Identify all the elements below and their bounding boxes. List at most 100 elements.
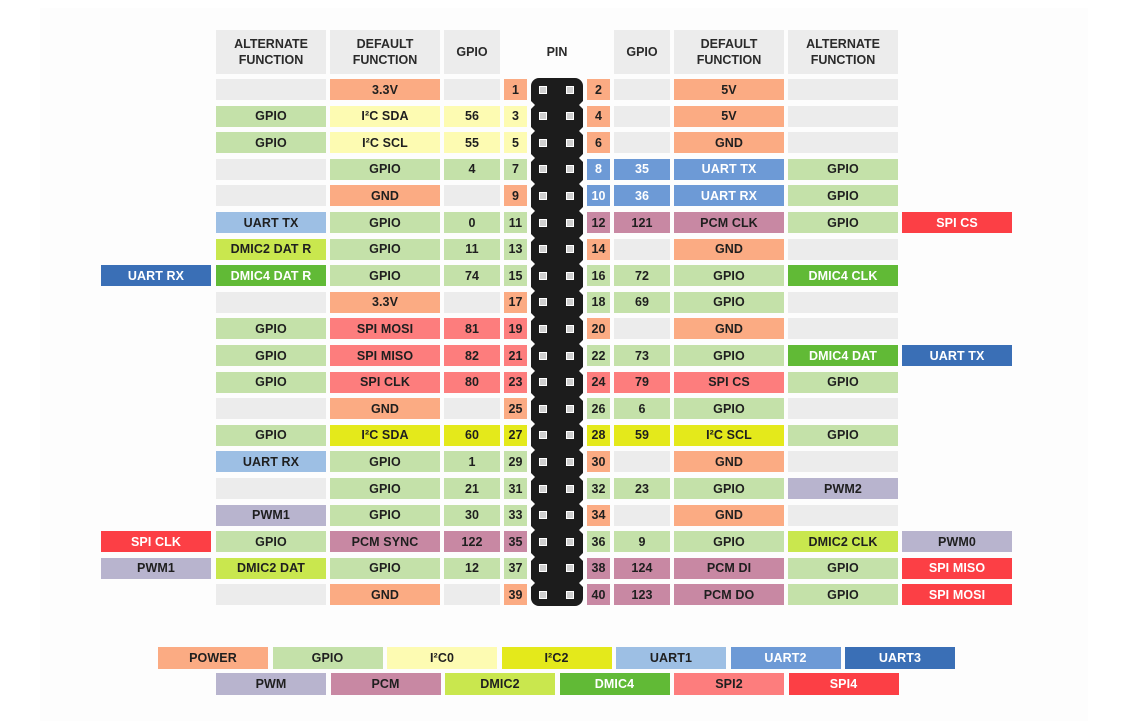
left-default-function-cell: GPIO <box>330 238 440 260</box>
connector-notch <box>531 446 535 455</box>
connector-notch <box>579 579 583 588</box>
connector-notch <box>531 207 535 215</box>
right-pin-number: 6 <box>587 132 610 154</box>
left-gpio-number-cell: 0 <box>444 212 500 233</box>
right-default-function-cell: GPIO <box>674 478 784 499</box>
left-pin-number: 9 <box>504 185 527 207</box>
left-pin-number: 11 <box>504 212 527 233</box>
pin-hole <box>539 590 547 599</box>
left-alternate-function-cell: PWM1 <box>216 504 326 526</box>
left-default-function-cell: GPIO <box>330 265 440 287</box>
pin-hole <box>539 511 547 520</box>
empty-cell <box>614 79 670 100</box>
legend-item-pwm: PWM <box>216 673 326 695</box>
pin-hole <box>539 138 547 147</box>
right-default-function-cell: GPIO <box>674 531 784 553</box>
connector-notch <box>579 499 583 508</box>
empty-cell <box>216 478 326 499</box>
right-default-function-cell: GND <box>674 504 784 526</box>
empty-cell <box>614 504 670 526</box>
pin-hole <box>566 404 574 413</box>
right-default-function-cell: 5V <box>674 79 784 100</box>
right-alternate-function-cell: GPIO <box>788 557 898 579</box>
left-default-function-cell: SPI MISO <box>330 345 440 366</box>
left-alternate-function-cell: GPIO <box>216 132 326 154</box>
left-default-function-cell: GPIO <box>330 451 440 473</box>
pin-hole <box>566 537 574 546</box>
left-extra-function-cell: PWM1 <box>101 557 211 579</box>
left-alternate-function-cell: GPIO <box>216 345 326 366</box>
right-default-function-cell: GND <box>674 132 784 154</box>
connector-notch <box>531 393 535 402</box>
left-pin-number: 3 <box>504 105 527 127</box>
left-gpio-number-cell: 74 <box>444 265 500 287</box>
pin-hole <box>539 484 547 493</box>
pin-hole <box>566 165 574 174</box>
right-default-function-cell: GPIO <box>674 291 784 313</box>
right-gpio-number-cell: 9 <box>614 531 670 553</box>
pin-hole <box>539 351 547 360</box>
left-pin-number: 19 <box>504 318 527 340</box>
pin-hole <box>566 298 574 307</box>
right-default-function-cell: GPIO <box>674 398 784 420</box>
legend-item-spi4: SPI4 <box>788 673 899 695</box>
connector-notch <box>531 473 535 481</box>
empty-cell <box>216 398 326 420</box>
connector-notch <box>531 100 535 109</box>
header-left-gpio: GPIO <box>444 30 500 74</box>
empty-cell <box>788 451 898 473</box>
right-alternate-function-cell: GPIO <box>788 371 898 393</box>
pin-hole <box>566 431 574 440</box>
left-pin-number: 17 <box>504 291 527 313</box>
left-gpio-number-cell: 11 <box>444 238 500 260</box>
left-pin-number: 25 <box>504 398 527 420</box>
right-pin-number: 32 <box>587 478 610 499</box>
connector-notch <box>579 127 583 136</box>
empty-cell <box>788 318 898 340</box>
right-gpio-number-cell: 23 <box>614 478 670 499</box>
left-alternate-function-cell: GPIO <box>216 318 326 340</box>
connector-notch <box>579 473 583 481</box>
connector-notch <box>531 499 535 508</box>
connector-notch <box>579 366 583 375</box>
left-alternate-function-cell: UART RX <box>216 451 326 473</box>
left-extra-function-cell: UART RX <box>101 265 211 287</box>
right-default-function-cell: GND <box>674 238 784 260</box>
empty-cell <box>614 318 670 340</box>
pin-hole <box>566 457 574 466</box>
header-left-default-function: DEFAULT FUNCTION <box>330 30 440 74</box>
left-gpio-number-cell: 12 <box>444 557 500 579</box>
right-pin-number: 36 <box>587 531 610 553</box>
legend-item-uart2: UART2 <box>730 647 841 669</box>
left-default-function-cell: 3.3V <box>330 79 440 100</box>
empty-cell <box>788 105 898 127</box>
right-extra-function-cell: SPI MOSI <box>902 584 1012 606</box>
right-extra-function-cell: PWM0 <box>902 531 1012 553</box>
connector-notch <box>579 286 583 295</box>
left-default-function-cell: GPIO <box>330 478 440 499</box>
pin-hole <box>566 138 574 147</box>
right-gpio-number-cell: 35 <box>614 158 670 180</box>
legend-item-pcm: PCM <box>330 673 441 695</box>
pin-hole <box>539 85 547 94</box>
header-left-alternate-function: ALTERNATE FUNCTION <box>216 30 326 74</box>
connector-notch <box>531 286 535 295</box>
pin-hole <box>566 484 574 493</box>
right-pin-number: 30 <box>587 451 610 473</box>
right-gpio-number-cell: 59 <box>614 424 670 446</box>
empty-cell <box>614 132 670 154</box>
left-pin-number: 5 <box>504 132 527 154</box>
legend-item-power: POWER <box>158 647 268 669</box>
pin-hole <box>566 511 574 520</box>
pin-hole <box>566 378 574 387</box>
pin-hole <box>539 165 547 174</box>
pin-hole <box>539 324 547 333</box>
left-gpio-number-cell: 81 <box>444 318 500 340</box>
header-right-default-function: DEFAULT FUNCTION <box>674 30 784 74</box>
connector-notch <box>579 446 583 455</box>
legend-item-uart1: UART1 <box>616 647 726 669</box>
right-gpio-number-cell: 73 <box>614 345 670 366</box>
left-pin-number: 37 <box>504 557 527 579</box>
pin-hole <box>539 112 547 121</box>
empty-cell <box>614 105 670 127</box>
